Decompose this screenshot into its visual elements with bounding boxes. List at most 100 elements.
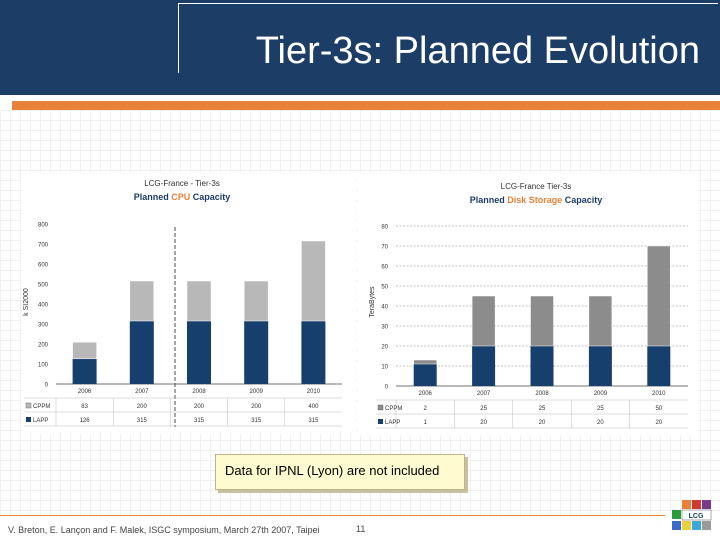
cpu-subtitle-highlight: CPU [171, 192, 190, 202]
disk-bar-cppm [647, 245, 671, 347]
lcg-logo: LCG [672, 500, 712, 530]
disk-table-cppm-value: 25 [597, 406, 604, 412]
disk-category-label: 2006 [419, 391, 433, 397]
footer-authors: V. Breton, E. Lançon and F. Malek, ISGC … [8, 525, 320, 535]
cpu-table-lapp-value: 315 [251, 418, 262, 424]
cpu-table-lapp-value: 315 [137, 418, 148, 424]
disk-table-cppm-value: 25 [539, 406, 546, 412]
cpu-bar-cppm [243, 280, 269, 322]
disk-chart-title: LCG-France Tier-3s [501, 182, 572, 191]
cpu-y-tick-label: 100 [38, 363, 49, 369]
disk-subtitle-post: Capacity [562, 195, 602, 205]
slide-header: Tier-3s: Planned Evolution [0, 0, 720, 95]
disk-table-cppm-value: 25 [480, 406, 487, 412]
cpu-chart-subtitle: Planned CPU Capacity [134, 192, 231, 202]
disk-y-tick-label: 80 [381, 225, 388, 231]
disk-y-tick-label: 60 [381, 265, 388, 271]
cpu-category-label: 2008 [192, 389, 206, 395]
cpu-category-label: 2007 [135, 389, 149, 395]
disk-table-lapp-value: 20 [655, 420, 662, 426]
cpu-bar-lapp [301, 321, 326, 384]
cpu-y-tick-label: 400 [38, 303, 49, 309]
lcg-logo-text: LCG [689, 513, 704, 520]
disk-bar-cppm [413, 359, 437, 365]
cpu-y-tick-label: 600 [38, 263, 49, 269]
disk-chart-subtitle: Planned Disk Storage Capacity [470, 195, 603, 205]
footer-line [0, 515, 665, 516]
cpu-chart-title: LCG-France - Tier-3s [144, 179, 220, 188]
disk-bar-lapp [530, 346, 554, 386]
disk-table-lapp-value: 20 [597, 420, 604, 426]
disk-category-label: 2009 [594, 391, 608, 397]
disk-y-tick-label: 20 [381, 345, 388, 351]
cpu-table-lapp-value: 315 [308, 418, 319, 424]
disk-bar-cppm [588, 295, 613, 347]
cpu-legend-cppm-swatch [25, 402, 32, 409]
slide-title: Tier-3s: Planned Evolution [255, 30, 700, 72]
cpu-bar-lapp [72, 358, 97, 384]
cpu-chart-panel: LCG-France - Tier-3s Planned CPU Capacit… [22, 172, 356, 434]
disk-bar-lapp [413, 364, 437, 386]
page-number: 11 [356, 524, 366, 534]
cpu-bar-cppm [301, 240, 326, 322]
disk-y-tick-label: 50 [381, 285, 388, 291]
disk-chart-panel: LCG-France Tier-3s Planned Disk Storage … [358, 172, 698, 436]
disk-category-label: 2008 [535, 391, 549, 397]
disk-table-cppm-value: 50 [655, 406, 662, 412]
cpu-legend-lapp-swatch [26, 417, 31, 422]
cpu-y-tick-label: 800 [38, 223, 49, 229]
cpu-y-tick-label: 500 [38, 283, 49, 289]
disk-bar-cppm [471, 295, 496, 347]
disk-category-label: 2010 [652, 391, 666, 397]
disk-bar-cppm [530, 295, 554, 347]
disk-chart: LCG-France Tier-3s Planned Disk Storage … [369, 182, 688, 429]
disk-y-tick-label: 40 [381, 305, 388, 311]
cpu-category-label: 2009 [250, 389, 264, 395]
cpu-subtitle-pre: Planned [134, 192, 172, 202]
cpu-table-cppm-value: 400 [308, 404, 319, 410]
disk-legend-lapp-swatch [378, 419, 383, 424]
disk-legend-cppm-label: CPPM [385, 406, 402, 412]
cpu-y-tick-label: 0 [45, 383, 49, 389]
note-box: Data for IPNL (Lyon) are not included [215, 454, 465, 490]
disk-subtitle-highlight: Disk Storage [507, 195, 562, 205]
disk-table-lapp-value: 1 [424, 420, 428, 426]
cpu-bar-lapp [244, 321, 269, 384]
disk-table-lapp-value: 20 [539, 420, 546, 426]
cpu-table-cppm-value: 200 [137, 404, 148, 410]
cpu-legend-lapp-label: LAPP [33, 418, 48, 424]
cpu-table-lapp-value: 126 [80, 418, 91, 424]
disk-bar-lapp [647, 346, 671, 386]
disk-table-lapp-value: 20 [480, 420, 487, 426]
disk-legend-cppm-swatch [377, 404, 384, 411]
cpu-table-cppm-value: 200 [251, 404, 262, 410]
cpu-y-tick-label: 300 [38, 323, 49, 329]
cpu-bar-lapp [129, 321, 154, 384]
cpu-legend-cppm-label: CPPM [33, 404, 50, 410]
disk-y-tick-label: 10 [381, 365, 388, 371]
cpu-y-axis-label: k SI2000 [23, 288, 30, 316]
cpu-table-cppm-value: 83 [81, 404, 88, 410]
disk-bar-lapp [588, 346, 612, 386]
cpu-category-label: 2010 [307, 389, 321, 395]
cpu-bar-lapp [187, 321, 211, 384]
disk-table-cppm-value: 2 [424, 406, 428, 412]
cpu-bar-cppm [186, 280, 212, 322]
cpu-category-label: 2006 [78, 389, 92, 395]
header-frame-line [178, 3, 718, 73]
disk-bar-lapp [472, 346, 496, 386]
disk-y-tick-label: 30 [381, 325, 388, 331]
cpu-y-tick-label: 200 [38, 343, 49, 349]
cpu-y-tick-label: 700 [38, 243, 49, 249]
cpu-table-cppm-value: 200 [194, 404, 205, 410]
disk-y-tick-label: 70 [381, 245, 388, 251]
cpu-subtitle-post: Capacity [190, 192, 230, 202]
disk-legend-lapp-label: LAPP [385, 420, 400, 426]
cpu-bar-cppm [129, 280, 155, 322]
disk-subtitle-pre: Planned [470, 195, 508, 205]
disk-category-label: 2007 [477, 391, 491, 397]
accent-bar [12, 101, 720, 110]
disk-y-axis-label: TeraBytes [369, 286, 376, 318]
disk-y-tick-label: 0 [385, 385, 389, 391]
cpu-chart: LCG-France - Tier-3s Planned CPU Capacit… [23, 179, 342, 427]
